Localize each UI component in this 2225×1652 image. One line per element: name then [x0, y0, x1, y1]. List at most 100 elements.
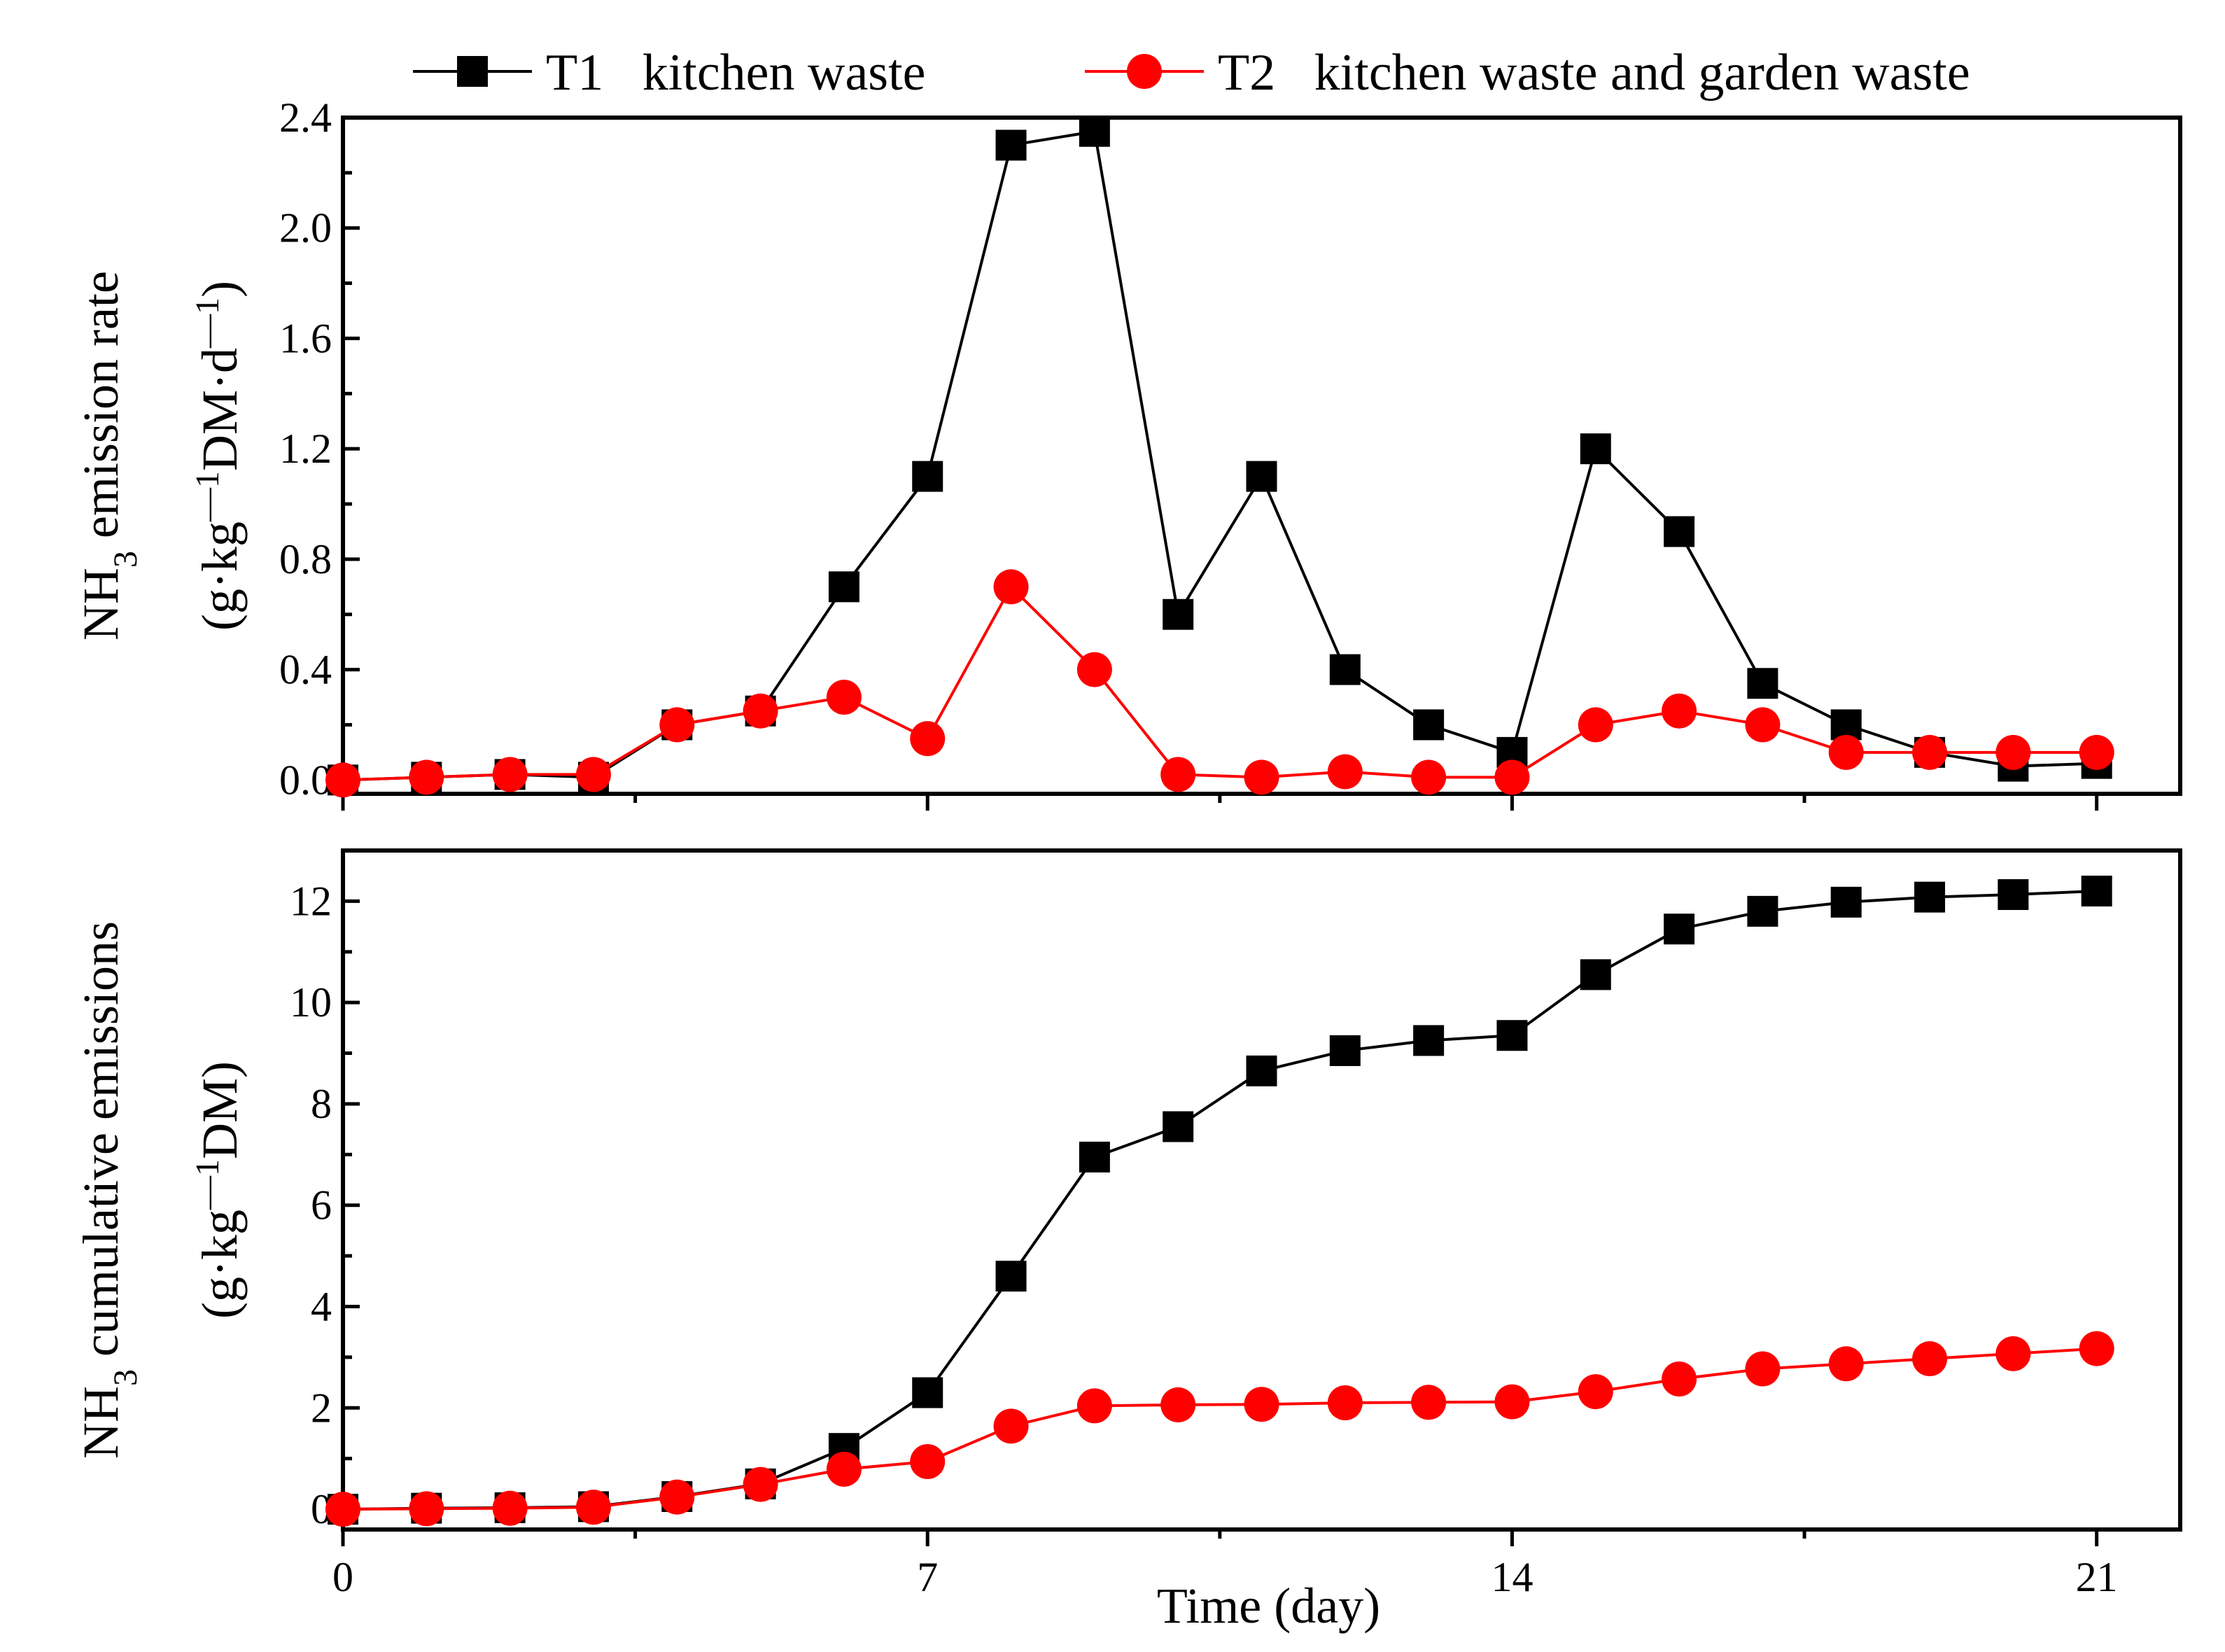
y-tick-label: 2 — [311, 1385, 332, 1431]
series-t1 — [328, 875, 2112, 1525]
data-point — [1494, 760, 1530, 795]
data-point — [659, 1479, 695, 1515]
data-point — [1662, 1362, 1697, 1397]
y-tick-label: 1.6 — [279, 315, 332, 361]
y-axis-title: NH3 emission rate — [73, 271, 144, 640]
data-point — [1914, 881, 1946, 913]
y-tick-label: 1.2 — [279, 426, 332, 472]
data-point — [409, 760, 444, 795]
y-tick-label: 0.4 — [279, 647, 332, 693]
data-point — [826, 680, 862, 715]
data-point — [492, 1490, 528, 1526]
y-tick-label: 4 — [311, 1283, 332, 1329]
data-point — [1079, 115, 1110, 147]
legend-entry: T2 kitchen waste and garden waste — [1085, 44, 1970, 102]
series-t1 — [328, 115, 2112, 796]
series-t2 — [325, 1331, 2114, 1527]
data-point — [1076, 652, 1112, 687]
data-point — [1995, 1336, 2031, 1371]
data-point — [828, 571, 859, 603]
y-tick-label: 2.4 — [279, 94, 332, 141]
y-tick-label: 2.0 — [279, 205, 332, 251]
data-point — [1329, 654, 1361, 685]
plot-frame — [341, 848, 2182, 1532]
data-point — [575, 757, 611, 792]
data-point — [995, 1261, 1027, 1292]
data-point — [912, 1377, 943, 1408]
data-point — [1246, 1055, 1277, 1086]
data-point — [1664, 516, 1695, 547]
data-point — [492, 757, 528, 792]
data-point — [1998, 878, 2029, 910]
data-point — [1496, 1020, 1528, 1051]
data-point — [743, 693, 778, 729]
panel-emission-rate: 0.0 0.4 0.8 1.2 1.6 2.0 2.4 NH3 emission rate (g… — [73, 94, 2182, 811]
data-point — [1244, 760, 1279, 795]
data-point — [1747, 668, 1778, 699]
data-point — [1163, 598, 1194, 630]
legend: T1 kitchen waste T2 kitchen waste and gar… — [413, 44, 1970, 102]
data-point — [1580, 433, 1611, 465]
data-point — [1828, 734, 1864, 770]
data-point — [995, 130, 1027, 161]
data-point — [1745, 707, 1781, 743]
data-point — [2081, 875, 2112, 906]
data-point — [912, 461, 943, 492]
data-point — [993, 569, 1029, 605]
x-tick-label: 21 — [2076, 1554, 2118, 1600]
data-point — [1327, 1385, 1363, 1421]
series-line — [342, 889, 2097, 1511]
data-point — [1329, 1035, 1361, 1066]
data-point — [1413, 1025, 1445, 1056]
data-point — [1244, 1387, 1279, 1422]
legend-entry: T1 kitchen waste — [413, 44, 926, 102]
data-point — [1828, 1346, 1864, 1382]
data-point — [993, 1408, 1029, 1444]
data-point — [1912, 734, 1948, 770]
data-point — [325, 762, 360, 798]
data-point — [659, 707, 695, 743]
x-tick-label: 7 — [917, 1554, 938, 1600]
x-tick-label: 0 — [332, 1554, 353, 1600]
data-point — [1327, 754, 1363, 790]
series-t2 — [325, 569, 2114, 798]
data-point — [1745, 1351, 1781, 1387]
data-point — [1163, 1111, 1194, 1142]
data-point — [1664, 913, 1695, 945]
data-point — [910, 721, 946, 757]
legend-marker — [457, 56, 488, 87]
y-tick-label: 12 — [290, 878, 332, 924]
data-point — [1747, 895, 1778, 927]
x-axis-title: Time (day) — [1157, 1578, 1380, 1634]
series-line — [342, 1347, 2097, 1511]
data-point — [743, 1466, 778, 1502]
y-axis-unit: (g·kg—1DM·d—1) — [189, 281, 248, 631]
y-axis-title: NH3 cumulative emissions — [73, 921, 144, 1459]
y-tick-label: 0.8 — [279, 536, 332, 582]
data-point — [1246, 461, 1277, 492]
legend-label: T2 kitchen waste and garden waste — [1218, 44, 1970, 102]
data-point — [1578, 1374, 1613, 1410]
y-tick-label: 0.0 — [279, 757, 332, 803]
legend-label: T1 kitchen waste — [546, 44, 926, 102]
y-tick-label: 8 — [311, 1081, 332, 1127]
x-tick-label: 14 — [1491, 1554, 1533, 1600]
y-tick-label: 6 — [311, 1182, 332, 1228]
data-point — [1912, 1341, 1948, 1377]
data-point — [1995, 734, 2031, 770]
data-point — [1580, 959, 1611, 990]
plot-frame — [341, 115, 2182, 796]
data-point — [1662, 693, 1697, 729]
data-point — [910, 1444, 946, 1479]
data-point — [1494, 1384, 1530, 1420]
data-point — [1079, 1141, 1110, 1172]
data-point — [325, 1492, 360, 1527]
data-point — [1411, 1385, 1447, 1420]
y-tick-label: 10 — [290, 979, 332, 1026]
data-point — [1160, 757, 1196, 792]
y-axis-unit: (g·kg—1DM) — [189, 1061, 248, 1319]
data-point — [1578, 707, 1613, 743]
data-point — [1411, 760, 1447, 795]
